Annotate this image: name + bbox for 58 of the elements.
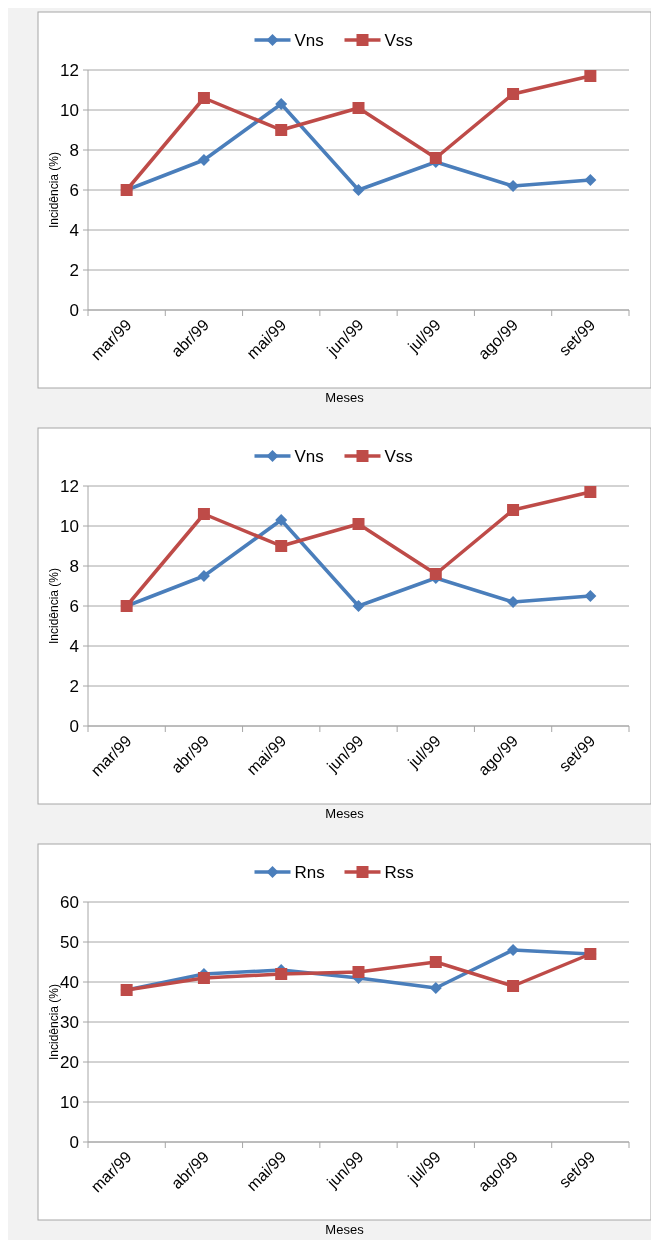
point	[507, 980, 520, 992]
y-tick-label: 40	[60, 972, 79, 992]
point	[197, 570, 210, 582]
y-tick-label: 0	[69, 716, 79, 736]
point	[429, 568, 442, 580]
point	[352, 184, 365, 196]
y-tick-label: 8	[69, 140, 79, 160]
point	[275, 540, 288, 552]
x-axis-title: Meses	[325, 390, 365, 405]
y-axis-title: Incidência (%)	[47, 151, 61, 229]
legend-label: Vss	[384, 446, 413, 466]
y-tick-label: 10	[60, 516, 79, 536]
y-tick-label: 2	[69, 676, 79, 696]
point	[197, 508, 210, 520]
point	[275, 968, 288, 980]
y-tick-label: 6	[69, 596, 79, 616]
y-tick-label: 10	[60, 1092, 79, 1112]
y-tick-label: 8	[69, 556, 79, 576]
y-tick-label: 50	[60, 932, 79, 952]
point	[507, 504, 520, 516]
point	[584, 174, 597, 186]
y-tick-label: 60	[60, 892, 79, 912]
y-tick-label: 6	[69, 180, 79, 200]
point	[352, 102, 365, 114]
point	[429, 152, 442, 164]
point	[275, 514, 288, 526]
point	[197, 92, 210, 104]
point	[429, 956, 442, 968]
point	[352, 966, 365, 978]
x-axis-title: Meses	[325, 806, 365, 821]
y-axis-title: Incidência (%)	[47, 983, 61, 1061]
y-tick-label: 4	[69, 220, 79, 240]
point	[584, 70, 597, 82]
y-tick-label: 20	[60, 1052, 79, 1072]
y-axis-title: Incidência (%)	[47, 567, 61, 645]
point	[275, 98, 288, 110]
legend-label: Rns	[294, 862, 325, 882]
y-tick-label: 4	[69, 636, 79, 656]
y-tick-label: 12	[60, 60, 79, 80]
point	[352, 518, 365, 530]
point	[197, 972, 210, 984]
x-axis-title: Meses	[325, 1222, 365, 1237]
point	[584, 486, 597, 498]
point	[507, 88, 520, 100]
legend-label: Vns	[294, 30, 324, 50]
legend-label: Vss	[384, 30, 413, 50]
y-tick-label: 30	[60, 1012, 79, 1032]
y-tick-label: 0	[69, 300, 79, 320]
y-tick-label: 0	[69, 1132, 79, 1152]
point	[584, 590, 597, 602]
y-tick-label: 10	[60, 100, 79, 120]
y-tick-label: 12	[60, 476, 79, 496]
y-tick-label: 2	[69, 260, 79, 280]
point	[197, 154, 210, 166]
point	[352, 600, 365, 612]
legend-label: Vns	[294, 446, 324, 466]
legend-label: Rss	[384, 862, 414, 882]
point	[275, 124, 288, 136]
